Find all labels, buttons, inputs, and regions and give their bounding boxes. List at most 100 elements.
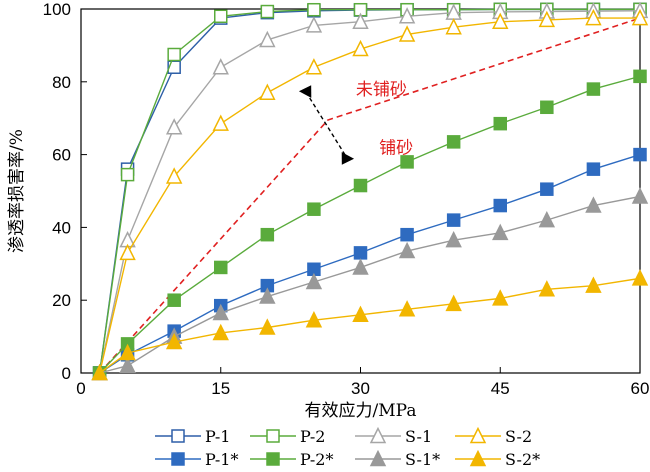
y-tick-label: 60 <box>52 146 71 165</box>
x-tick-label: 60 <box>631 379 650 398</box>
data-point <box>305 272 323 290</box>
data-point <box>586 162 601 176</box>
legend-item: S-1* <box>355 449 440 469</box>
legend-item: P-1* <box>155 450 238 469</box>
legend-item: S-2* <box>455 449 540 469</box>
data-point <box>259 318 276 335</box>
x-tick-label: 45 <box>491 379 510 398</box>
data-point <box>259 30 276 48</box>
data-point <box>445 18 462 35</box>
arrow-head-up <box>298 85 312 98</box>
data-point <box>212 114 229 131</box>
legend-marker <box>266 452 280 466</box>
data-point <box>212 58 229 75</box>
data-point <box>120 167 135 182</box>
data-point <box>398 300 416 317</box>
data-point <box>260 4 275 19</box>
data-point <box>307 202 321 216</box>
data-point <box>633 69 647 84</box>
y-tick-label: 40 <box>52 218 71 237</box>
data-point <box>353 178 368 193</box>
x-tick-label: 15 <box>211 379 230 398</box>
data-point <box>119 356 136 373</box>
annotation-label: 铺砂 <box>379 138 413 158</box>
data-point <box>445 294 462 312</box>
arrow-shaft <box>305 91 348 159</box>
data-point <box>446 213 461 227</box>
data-point <box>631 8 649 26</box>
legend-label: P-2* <box>300 450 333 469</box>
y-tick-label: 20 <box>52 291 71 310</box>
data-point <box>631 187 649 204</box>
x-axis-title: 有效应力/MPa <box>305 401 417 421</box>
x-tick-label: 30 <box>351 379 370 398</box>
y-axis-title: 渗透率损害率/% <box>7 129 27 253</box>
legend-label: P-1* <box>205 450 238 469</box>
data-point <box>446 135 461 149</box>
y-tick-label: 100 <box>43 0 71 19</box>
legend: P-1 P-2 S-1 S-2 P-1* P-2* S-1* S-2* <box>155 426 540 469</box>
legend-marker <box>369 449 387 467</box>
data-point <box>212 323 229 341</box>
plot-area: 0 15 30 45 60 0 20 40 60 80 100 有效应力/MPa 渗透率损害率/% <box>7 0 649 421</box>
data-point <box>400 227 414 242</box>
legend-label: P-1 <box>205 427 230 446</box>
data-point <box>167 47 181 62</box>
series-s-1-star <box>91 187 649 381</box>
legend-label: P-2 <box>300 427 325 446</box>
legend-item: P-2 <box>250 427 325 446</box>
series-s-2-star <box>91 269 649 381</box>
legend-item: S-2 <box>455 426 532 446</box>
data-point <box>540 182 554 196</box>
data-point <box>119 343 136 361</box>
legend-label: S-2* <box>505 450 540 469</box>
legend-marker <box>171 452 185 466</box>
legend-marker <box>369 426 387 444</box>
data-point <box>305 16 323 33</box>
data-point <box>400 155 414 169</box>
data-point <box>352 305 369 323</box>
data-point <box>493 198 507 213</box>
data-point <box>493 116 507 131</box>
data-point <box>259 287 276 304</box>
data-point <box>492 12 509 29</box>
legend-marker <box>266 429 280 443</box>
data-point <box>445 230 462 248</box>
annotation-label: 未铺砂 <box>356 80 407 100</box>
data-point <box>119 243 136 261</box>
data-point <box>492 289 509 306</box>
data-point <box>91 363 108 381</box>
data-point <box>398 241 416 259</box>
data-point <box>353 246 368 260</box>
data-point <box>165 118 183 135</box>
legend-label: S-1* <box>405 450 440 469</box>
data-point <box>305 311 323 328</box>
series-p-2 <box>92 2 647 380</box>
data-point <box>398 25 416 42</box>
data-point <box>165 167 183 184</box>
data-point <box>538 10 556 28</box>
data-point <box>352 39 369 57</box>
legend-item: S-1 <box>355 426 432 446</box>
arrow-head-down <box>341 152 355 165</box>
data-point <box>631 269 649 286</box>
data-point <box>165 332 183 350</box>
data-point <box>307 2 321 17</box>
y-tick-label: 0 <box>62 364 71 383</box>
series-p-2-star <box>92 69 647 380</box>
data-point <box>259 83 276 100</box>
data-point <box>352 12 369 29</box>
data-marks <box>91 1 649 381</box>
data-point <box>540 100 554 115</box>
data-point <box>538 210 556 228</box>
data-point <box>492 223 509 241</box>
data-point <box>305 58 323 75</box>
data-point <box>538 280 556 297</box>
data-point <box>585 8 602 26</box>
legend-label: S-1 <box>405 427 432 446</box>
data-point <box>585 276 602 293</box>
legend-marker <box>469 449 487 467</box>
legend-marker <box>469 426 487 444</box>
